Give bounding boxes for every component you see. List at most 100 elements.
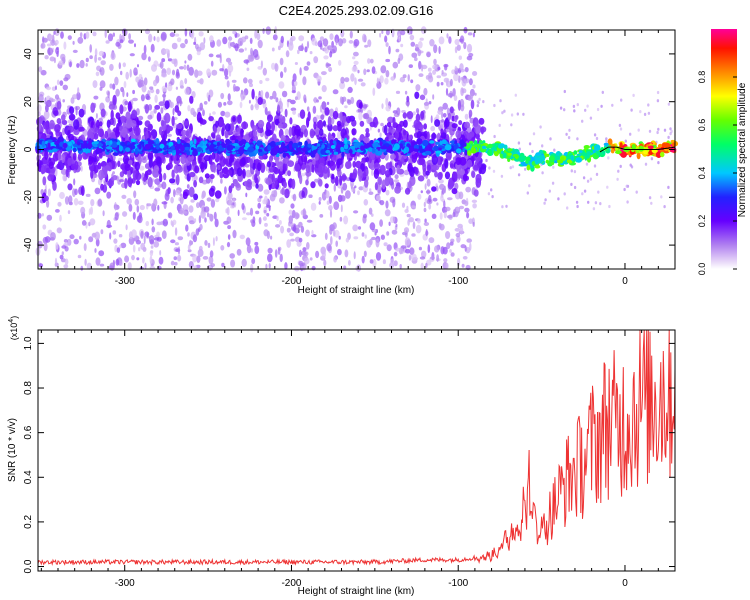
spectrogram-ridge-point [41, 140, 46, 148]
spectrogram-speckle [549, 137, 552, 141]
spectrogram-speckle [487, 192, 491, 196]
spectrogram-cluster [365, 156, 370, 163]
spectrogram-speckle [444, 64, 448, 71]
spectrogram-cluster [310, 181, 316, 189]
spectrogram-ridge-point [196, 146, 203, 152]
spectrogram-speckle [153, 79, 158, 87]
spectrogram-speckle [327, 45, 333, 51]
spectrogram-cluster [265, 129, 272, 137]
spectrogram-speckle [306, 40, 310, 49]
spectrogram-ridge-point [615, 150, 622, 155]
spectrogram-cluster [78, 126, 85, 132]
spectrogram-cluster [455, 130, 462, 139]
spectrogram-speckle [385, 29, 390, 36]
spectrogram-speckle [92, 80, 98, 89]
spectrogram-speckle [85, 63, 88, 67]
spectrogram-speckle [94, 54, 97, 63]
spectrogram-cluster [392, 116, 396, 127]
spectrogram-speckle [410, 30, 413, 35]
spectrogram-speckle [139, 79, 145, 87]
spectrogram-speckle [624, 139, 627, 143]
spectrogram-cluster [319, 128, 324, 136]
spectrogram-speckle [351, 66, 358, 73]
spectrogram-speckle [209, 35, 214, 43]
spectrogram-cluster [396, 164, 401, 175]
spectrogram-ridge-point [476, 144, 481, 149]
spectrogram-speckle [404, 237, 411, 246]
spectrogram-cluster [324, 107, 330, 116]
spectrogram-ridge-point [116, 141, 120, 145]
spectrogram-cluster [222, 123, 226, 131]
colorbar-tick-label: 0.4 [697, 167, 707, 180]
spectrogram-speckle [83, 243, 87, 252]
spectrogram-cluster [437, 155, 441, 166]
spectrogram-speckle [551, 181, 555, 185]
spectrogram-cluster [125, 118, 133, 129]
spectrogram-speckle [313, 56, 319, 64]
spectrogram-speckle [246, 244, 252, 254]
spectrogram-speckle [122, 211, 128, 217]
spectrogram-speckle [429, 39, 435, 47]
spectrogram-cluster [473, 164, 479, 171]
spectrogram-cluster [427, 164, 431, 171]
spectrogram-cluster [253, 135, 258, 143]
spectrogram-speckle [173, 189, 176, 198]
spectrogram-speckle [271, 62, 276, 70]
spectrogram-speckle [441, 119, 445, 123]
spectrogram-cluster [171, 115, 175, 127]
spectrogram-speckle [559, 106, 563, 110]
spectrogram-cluster [414, 91, 420, 100]
spectrogram-speckle [234, 43, 239, 52]
spectrogram-cluster [56, 118, 62, 125]
spectrogram-cluster [93, 164, 99, 174]
spectrogram-cluster [112, 94, 117, 106]
spectrogram-ridge-point [330, 145, 336, 149]
spectrogram-speckle [199, 102, 203, 111]
spectrogram-x-tick-label: -100 [448, 276, 468, 287]
spectrogram-speckle [188, 205, 194, 213]
spectrogram-cluster [167, 187, 171, 195]
spectrogram-ridge-point [177, 139, 181, 145]
spectrogram-speckle [407, 74, 410, 82]
spectrogram-speckle [114, 202, 117, 211]
spectrogram-speckle [585, 162, 589, 166]
spectrogram-speckle [328, 66, 333, 73]
spectrogram-cluster [134, 161, 140, 171]
spectrogram-speckle [321, 71, 327, 76]
spectrogram-speckle [298, 35, 305, 42]
spectrogram-speckle [548, 189, 551, 193]
spectrogram-speckle [607, 156, 610, 160]
spectrogram-speckle [318, 96, 322, 100]
spectrogram-cluster [104, 130, 109, 139]
spectrogram-speckle [63, 41, 67, 50]
spectrogram-speckle [581, 119, 584, 123]
spectrogram-speckle [366, 69, 370, 73]
spectrogram-cluster [219, 156, 226, 167]
spectrogram-x-tick-label: -200 [281, 276, 301, 287]
spectrogram-speckle [159, 61, 164, 69]
spectrogram-speckle [151, 226, 156, 233]
spectrogram-cluster [434, 119, 441, 127]
spectrogram-speckle [436, 81, 440, 87]
spectrogram-cluster [387, 116, 395, 124]
spectrogram-speckle [230, 259, 236, 268]
spectrogram-speckle [381, 103, 384, 109]
spectrogram-cluster [409, 166, 415, 177]
spectrogram-cluster [271, 173, 275, 184]
spectrogram-speckle [393, 179, 400, 183]
spectrogram-cluster [184, 120, 189, 126]
spectrogram-speckle [322, 38, 329, 47]
spectrogram-speckle [208, 213, 213, 218]
spectrogram-speckle [158, 101, 165, 107]
spectrogram-speckle [643, 112, 647, 116]
spectrogram-ridge-point [638, 145, 644, 152]
spectrogram-speckle [60, 168, 67, 175]
spectrogram-speckle [40, 69, 47, 76]
spectrogram-speckle [316, 99, 319, 103]
spectrogram-speckle [153, 237, 160, 241]
spectrogram-speckle [446, 33, 449, 39]
spectrogram-speckle [165, 82, 168, 88]
spectrogram-speckle [163, 48, 170, 54]
spectrogram-speckle [597, 190, 600, 194]
